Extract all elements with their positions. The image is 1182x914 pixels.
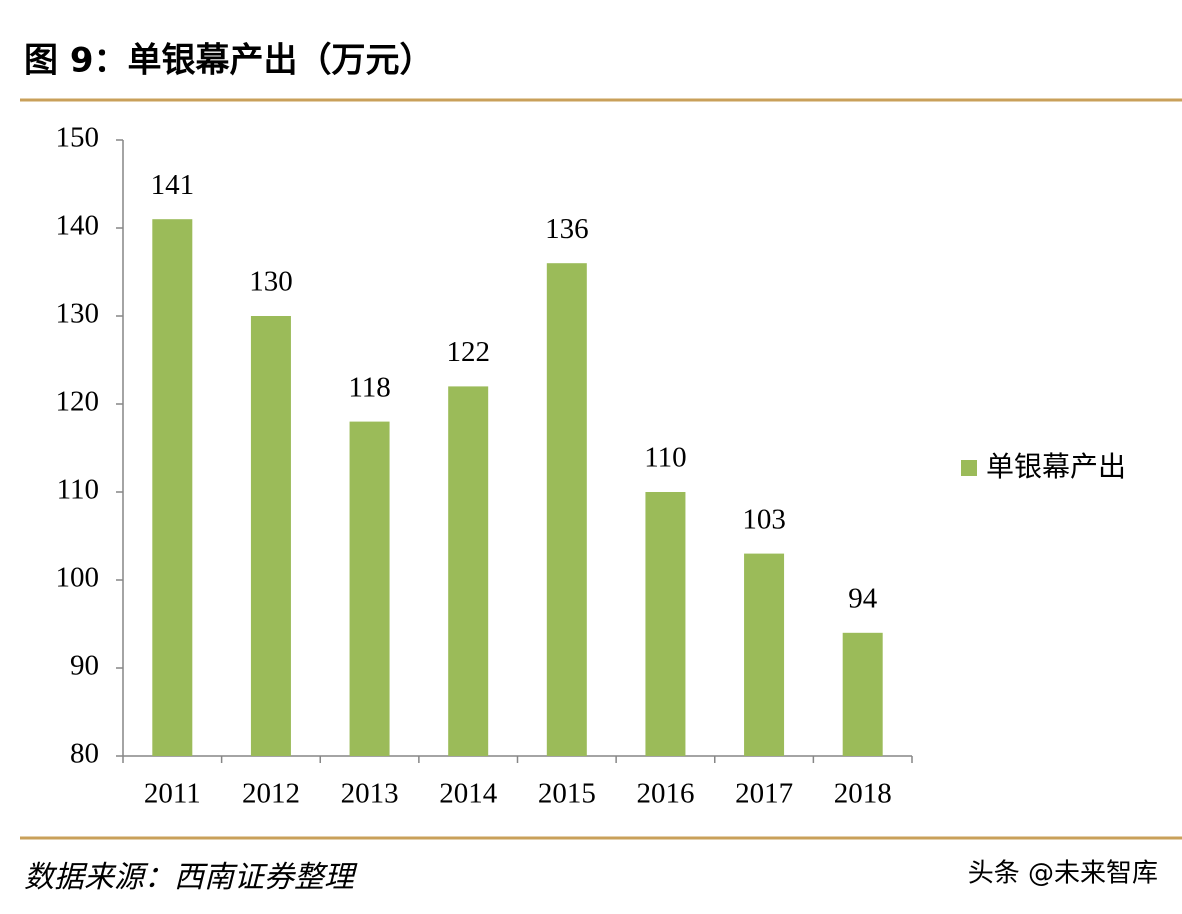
x-tick-label: 2017 [735, 778, 793, 810]
bar [250, 316, 291, 756]
x-tick-label: 2012 [242, 778, 300, 810]
value-label: 103 [742, 503, 786, 535]
bar [152, 219, 193, 756]
y-tick-label: 80 [70, 738, 99, 770]
value-label: 141 [151, 169, 195, 201]
y-tick-label: 120 [56, 386, 100, 418]
y-tick-label: 130 [56, 298, 100, 330]
legend-label: 单银幕产出 [986, 450, 1126, 483]
bar [842, 632, 883, 756]
bar [448, 386, 489, 756]
watermark: 头条 @未来智库 [968, 859, 1158, 889]
plot-area: 80 90 100 110 120 130 140 150 2011 2012 2013 2014 20… [56, 122, 1127, 810]
x-tick-label: 2015 [538, 778, 596, 810]
y-tick-label: 110 [57, 474, 99, 506]
x-tick-label: 2013 [341, 778, 399, 810]
value-label: 94 [848, 582, 878, 614]
value-label: 110 [644, 442, 686, 474]
bar [744, 553, 785, 756]
value-label: 136 [545, 213, 589, 245]
value-label: 122 [446, 336, 490, 368]
y-tick-label: 140 [56, 210, 100, 242]
bar [645, 492, 686, 756]
chart-title: 图 9：单银幕产出（万元） [24, 41, 434, 81]
source-note: 数据来源：西南证券整理 [24, 861, 358, 894]
bar [546, 263, 587, 756]
value-label: 118 [348, 371, 390, 403]
bar [349, 421, 390, 756]
legend-swatch [961, 460, 977, 476]
x-tick-label: 2016 [636, 778, 694, 810]
y-tick-label: 150 [56, 122, 100, 154]
x-tick-label: 2014 [439, 778, 498, 810]
x-tick-label: 2011 [144, 778, 201, 810]
value-label: 130 [249, 266, 293, 298]
y-tick-label: 90 [70, 650, 99, 682]
x-tick-label: 2018 [834, 778, 892, 810]
y-tick-label: 100 [56, 562, 100, 594]
